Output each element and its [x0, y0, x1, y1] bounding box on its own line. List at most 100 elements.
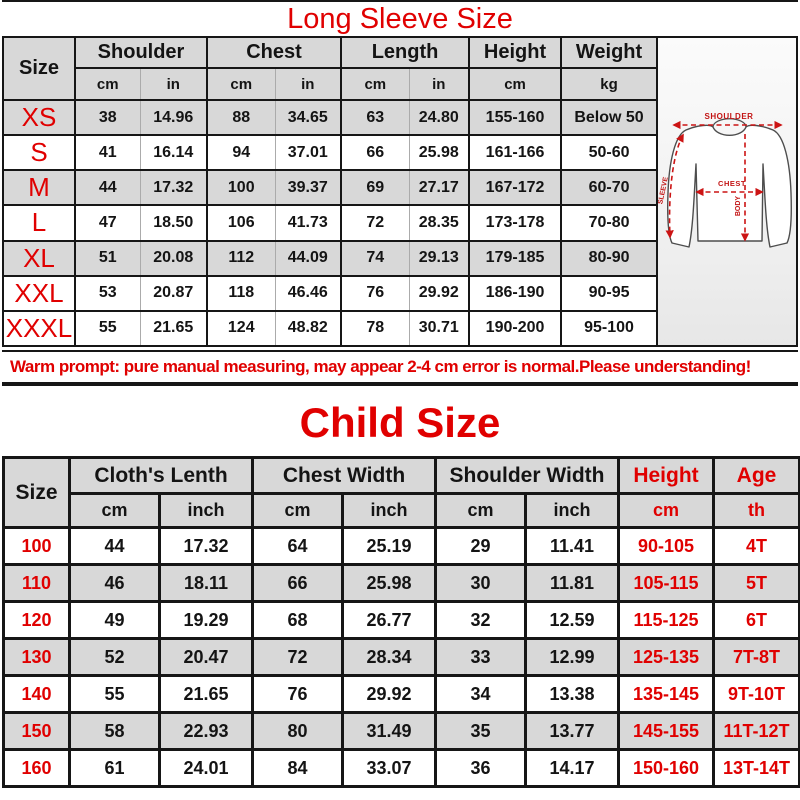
value-cell: 173-178: [468, 204, 562, 242]
value-cell: 24.80: [408, 98, 470, 137]
value-cell: 186-190: [468, 274, 562, 312]
value-cell: 16.14: [139, 134, 208, 172]
column-header-age: Age: [712, 456, 800, 495]
unit-header: cm: [340, 67, 410, 101]
value-cell: 74: [340, 239, 410, 277]
value-cell: 115-125: [617, 600, 714, 640]
value-cell: 95-100: [560, 309, 658, 348]
value-cell: 69: [340, 169, 410, 207]
value-cell: 20.08: [139, 239, 208, 277]
value-cell: 46.46: [274, 274, 342, 312]
value-cell: 18.11: [158, 563, 253, 603]
row-size-label: 120: [2, 600, 70, 640]
value-cell: 41: [74, 134, 140, 172]
value-cell: 63: [340, 98, 410, 137]
row-size-label: L: [2, 204, 75, 242]
value-cell: 90-105: [617, 526, 714, 566]
unit-header: inch: [158, 492, 253, 529]
value-cell: 53: [74, 274, 140, 312]
value-cell: 21.65: [158, 674, 253, 714]
value-cell: 72: [340, 204, 410, 242]
unit-header: cm: [206, 67, 276, 101]
column-header-height: Height: [468, 36, 562, 69]
value-cell: 29.13: [408, 239, 470, 277]
row-size-label: 110: [2, 563, 70, 603]
row-size-label: 150: [2, 711, 70, 751]
value-cell: 55: [68, 674, 160, 714]
value-cell: 28.34: [341, 637, 436, 677]
value-cell: 12.59: [524, 600, 619, 640]
unit-header: cm: [74, 67, 140, 101]
value-cell: 190-200: [468, 309, 562, 348]
value-cell: 30.71: [408, 309, 470, 348]
chest-label: CHEST: [718, 179, 746, 188]
value-cell: 11.81: [524, 563, 619, 603]
column-header-cloth-s-lenth: Cloth's Lenth: [68, 456, 253, 495]
value-cell: 32: [434, 600, 526, 640]
column-header-shoulder-width: Shoulder Width: [434, 456, 619, 495]
value-cell: 88: [206, 98, 276, 137]
child-size-table: Size Cloth's Lenth Chest Width Shoulder Wid…: [2, 456, 800, 788]
value-cell: 41.73: [274, 204, 342, 242]
row-size-label: 160: [2, 748, 70, 788]
value-cell: 55: [74, 309, 140, 348]
table-row: L 47 18.50 106 41.73 72 28.35 173-178 70-80: [2, 204, 658, 242]
value-cell: 34.65: [274, 98, 342, 137]
row-size-label: M: [2, 169, 75, 207]
table-row: XL 51 20.08 112 44.09 74 29.13 179-185 80-90: [2, 239, 658, 277]
value-cell: 35: [434, 711, 526, 751]
value-cell: 44: [74, 169, 140, 207]
value-cell: 25.98: [341, 563, 436, 603]
table-row: 150 58 22.93 80 31.49 35 13.77 145-155 11T-12T: [2, 711, 800, 751]
column-header-weight: Weight: [560, 36, 658, 69]
value-cell: 100: [206, 169, 276, 207]
column-header-chest-width: Chest Width: [251, 456, 436, 495]
value-cell: 30: [434, 563, 526, 603]
value-cell: 11.41: [524, 526, 619, 566]
column-header-length: Length: [340, 36, 470, 69]
table-row: XXXL 55 21.65 124 48.82 78 30.71 190-200 95-100: [2, 309, 658, 348]
value-cell: 20.47: [158, 637, 253, 677]
value-cell: 78: [340, 309, 410, 348]
value-cell: 44.09: [274, 239, 342, 277]
value-cell: 13.77: [524, 711, 619, 751]
value-cell: 47: [74, 204, 140, 242]
unit-header: inch: [524, 492, 619, 529]
table-row: 100 44 17.32 64 25.19 29 11.41 90-105 4T: [2, 526, 800, 566]
value-cell: 68: [251, 600, 343, 640]
unit-header: cm: [468, 67, 562, 101]
value-cell: 49: [68, 600, 160, 640]
value-cell: 70-80: [560, 204, 658, 242]
unit-header: cm: [68, 492, 160, 529]
value-cell: 161-166: [468, 134, 562, 172]
value-cell: 27.17: [408, 169, 470, 207]
unit-header: in: [408, 67, 470, 101]
value-cell: 179-185: [468, 239, 562, 277]
value-cell: 106: [206, 204, 276, 242]
row-size-label: S: [2, 134, 75, 172]
value-cell: 155-160: [468, 98, 562, 137]
value-cell: 60-70: [560, 169, 658, 207]
column-header-shoulder: Shoulder: [73, 36, 208, 69]
value-cell: 48.82: [274, 309, 342, 348]
value-cell: 80-90: [560, 239, 658, 277]
value-cell: 37.01: [274, 134, 342, 172]
row-size-label: 130: [2, 637, 70, 677]
value-cell: 46: [68, 563, 160, 603]
value-cell: 17.32: [139, 169, 208, 207]
value-cell: 14.17: [524, 748, 619, 788]
value-cell: 31.49: [341, 711, 436, 751]
unit-header: inch: [341, 492, 436, 529]
value-cell: 105-115: [617, 563, 714, 603]
table-row: 160 61 24.01 84 33.07 36 14.17 150-160 13T-14T: [2, 748, 800, 788]
shirt-measurement-panel: SHOULDER CHEST BODY SLEEVE: [658, 36, 799, 347]
row-size-label: XXXL: [2, 309, 75, 348]
value-cell: 33.07: [341, 748, 436, 788]
long-sleeve-shirt-icon: SHOULDER CHEST BODY SLEEVE: [658, 112, 792, 248]
value-cell: 52: [68, 637, 160, 677]
value-cell: 12.99: [524, 637, 619, 677]
value-cell: 13.38: [524, 674, 619, 714]
value-cell: 118: [206, 274, 276, 312]
value-cell: 9T-10T: [712, 674, 800, 714]
row-size-label: XL: [2, 239, 75, 277]
